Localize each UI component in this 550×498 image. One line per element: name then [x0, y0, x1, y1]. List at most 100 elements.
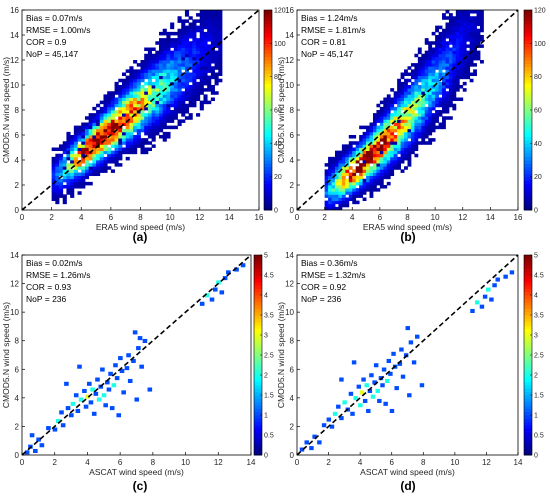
density-cell	[103, 166, 108, 170]
density-cell	[452, 63, 457, 67]
density-cell	[188, 16, 193, 20]
density-cell	[151, 119, 156, 123]
density-cell	[480, 22, 484, 27]
colorbar-segment	[254, 391, 262, 396]
x-tick-label: 10	[431, 213, 440, 222]
density-cell	[70, 178, 75, 183]
colorbar-segment	[524, 425, 532, 429]
density-cell	[184, 56, 190, 61]
density-cell	[96, 163, 101, 167]
density-cell	[59, 156, 64, 161]
colorbar-segment	[524, 183, 532, 188]
density-cell	[170, 44, 175, 48]
density-cell	[400, 103, 405, 108]
density-cell	[334, 163, 339, 167]
data-cell	[33, 448, 38, 453]
density-cell	[428, 119, 433, 123]
density-cell	[376, 160, 381, 164]
density-cell	[118, 128, 123, 133]
density-cell	[404, 100, 408, 105]
y-tick-label: 0	[15, 451, 20, 460]
colorbar-tick-label: 2.5	[264, 353, 274, 360]
density-cell	[184, 116, 190, 120]
density-cell	[181, 78, 186, 83]
density-cell	[118, 116, 123, 120]
density-cell	[452, 19, 457, 23]
density-cell	[151, 106, 156, 111]
density-cell	[88, 141, 93, 145]
colorbar-segment	[254, 328, 262, 333]
density-cell	[92, 138, 97, 142]
density-cell	[445, 91, 450, 95]
density-cell	[331, 200, 336, 205]
x-tick-label: 0	[295, 213, 300, 222]
density-cell	[181, 50, 186, 55]
density-cell	[203, 56, 208, 61]
colorbar-segment	[524, 90, 532, 94]
colorbar-segment	[254, 321, 262, 326]
density-cell	[114, 113, 119, 117]
density-cell	[424, 106, 429, 111]
density-cell	[92, 116, 97, 120]
density-cell	[442, 116, 446, 120]
density-cell	[393, 125, 398, 130]
density-cell	[473, 50, 477, 55]
density-cell	[452, 78, 457, 83]
density-cell	[103, 147, 108, 152]
density-cell	[359, 166, 364, 170]
density-cell	[431, 100, 436, 105]
density-cell	[125, 141, 130, 145]
data-cell	[88, 400, 94, 405]
density-cell	[88, 153, 93, 158]
density-cell	[341, 147, 346, 152]
colorbar-segment	[254, 428, 262, 433]
density-cell	[390, 88, 395, 92]
density-cell	[59, 178, 64, 183]
density-cell	[77, 128, 82, 133]
density-cell	[118, 88, 123, 92]
density-cell	[199, 100, 204, 105]
density-cell	[147, 147, 153, 152]
colorbar-tick-label: 0	[534, 453, 538, 460]
density-cell	[352, 160, 357, 164]
density-cell	[129, 103, 134, 108]
density-cell	[207, 81, 212, 86]
density-cell	[203, 35, 208, 39]
density-cell	[140, 103, 145, 108]
density-cell	[397, 110, 401, 114]
density-cell	[400, 106, 405, 111]
density-cell	[414, 141, 419, 145]
density-cell	[407, 91, 412, 95]
density-cell	[386, 175, 391, 180]
density-cell	[151, 135, 156, 139]
colorbar-segment	[524, 325, 532, 329]
density-cell	[173, 31, 178, 36]
density-cell	[181, 47, 186, 52]
density-cell	[162, 119, 167, 123]
density-cell	[459, 28, 464, 33]
density-cell	[151, 116, 156, 120]
density-cell	[324, 188, 329, 192]
density-cell	[459, 25, 464, 30]
density-cell	[121, 106, 127, 111]
density-cell	[383, 100, 388, 105]
density-cell	[379, 138, 384, 142]
density-cell	[390, 160, 395, 164]
density-cell	[469, 41, 474, 45]
density-cell	[345, 191, 350, 195]
data-cell	[124, 366, 130, 371]
density-cell	[173, 50, 178, 55]
density-cell	[480, 44, 484, 48]
density-cell	[177, 50, 182, 55]
density-cell	[393, 110, 398, 114]
colorbar-segment	[524, 385, 532, 389]
density-cell	[203, 16, 208, 20]
stat-text: Bias = 0.02m/s	[26, 258, 82, 268]
density-cell	[70, 194, 75, 198]
density-cell	[376, 119, 381, 123]
density-cell	[424, 131, 429, 136]
data-cell	[389, 408, 395, 413]
density-cell	[466, 63, 471, 67]
density-cell	[452, 85, 457, 89]
density-cell	[328, 172, 332, 177]
